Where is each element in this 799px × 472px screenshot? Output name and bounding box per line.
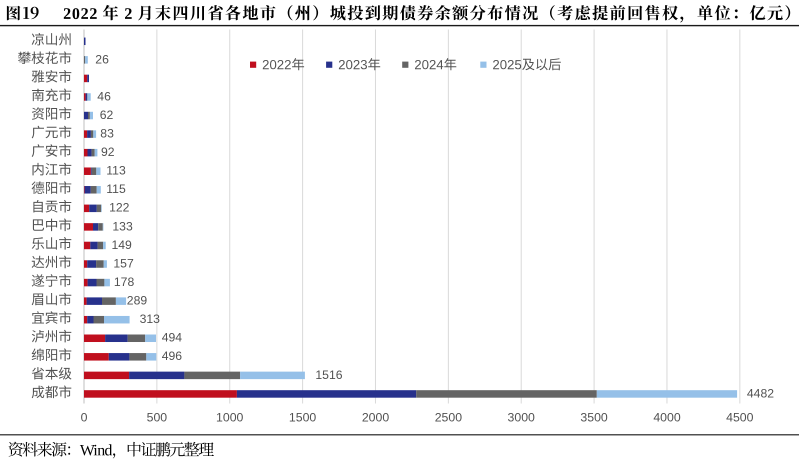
- svg-text:4482: 4482: [747, 386, 774, 400]
- svg-text:2500: 2500: [435, 411, 463, 425]
- svg-text:1500: 1500: [289, 411, 317, 425]
- svg-text:0: 0: [81, 411, 88, 425]
- svg-text:3000: 3000: [508, 411, 536, 425]
- svg-text:494: 494: [162, 331, 183, 345]
- svg-text:83: 83: [100, 127, 114, 141]
- svg-text:133: 133: [112, 219, 133, 233]
- svg-text:122: 122: [109, 201, 130, 215]
- svg-text:289: 289: [127, 294, 148, 308]
- svg-text:496: 496: [162, 349, 183, 363]
- svg-text:113: 113: [106, 164, 126, 178]
- svg-text:92: 92: [101, 145, 115, 159]
- svg-text:500: 500: [147, 411, 168, 425]
- svg-text:46: 46: [97, 89, 111, 103]
- svg-text:4000: 4000: [653, 411, 681, 425]
- svg-text:26: 26: [95, 52, 109, 66]
- svg-text:149: 149: [112, 238, 133, 252]
- svg-text:178: 178: [114, 275, 135, 289]
- svg-text:1000: 1000: [216, 411, 244, 425]
- svg-text:1516: 1516: [315, 368, 342, 382]
- svg-text:4500: 4500: [726, 411, 754, 425]
- svg-text:62: 62: [100, 108, 114, 122]
- svg-text:157: 157: [113, 256, 134, 270]
- svg-text:115: 115: [106, 182, 126, 196]
- svg-text:313: 313: [140, 312, 161, 326]
- svg-text:2000: 2000: [362, 411, 390, 425]
- svg-text:3500: 3500: [580, 411, 608, 425]
